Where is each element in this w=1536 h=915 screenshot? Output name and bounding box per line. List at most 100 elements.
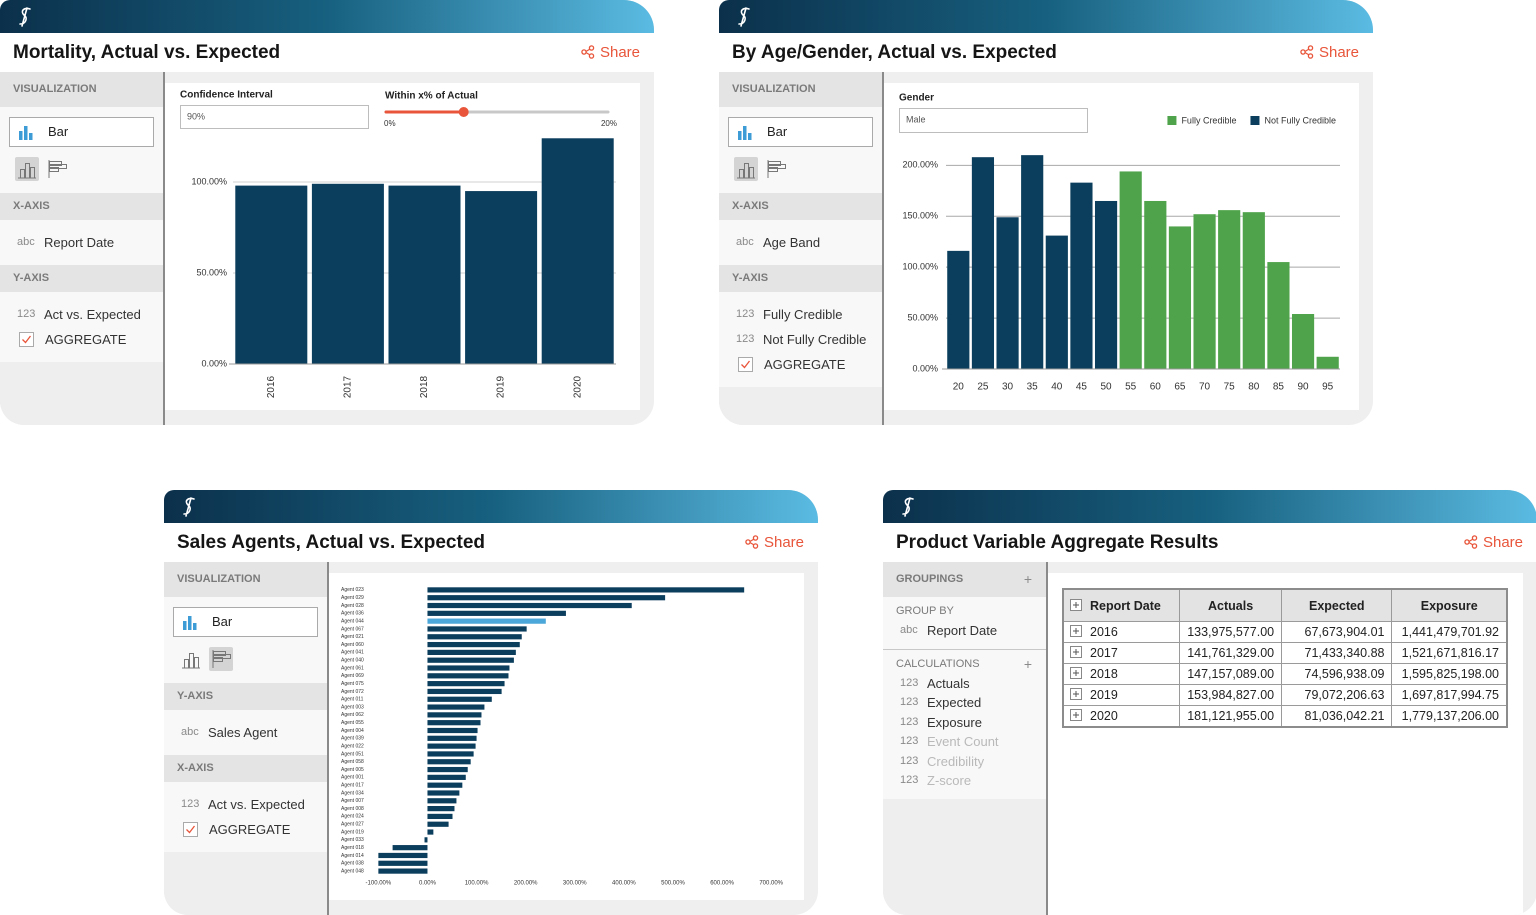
- sidebar: GROUPINGS + GROUP BY abc Report Date CALCULAT…: [883, 562, 1048, 915]
- logo: [183, 497, 195, 517]
- checkbox-box: [183, 822, 198, 837]
- table-cell: 141,761,329.00: [1179, 642, 1283, 664]
- horizontal-bar-icon[interactable]: [45, 157, 69, 181]
- y-tick-label: Agent 072: [341, 689, 364, 695]
- bar: [427, 798, 457, 804]
- table-cell: 67,673,904.01: [1281, 621, 1393, 643]
- bar: [427, 790, 460, 796]
- bar: [378, 868, 428, 874]
- icon-bar: [29, 133, 33, 140]
- icon-bar: [188, 616, 192, 630]
- share-icon: [581, 45, 595, 59]
- expand-button[interactable]: [1070, 667, 1082, 679]
- field-row: 123 Event Count: [883, 732, 1046, 752]
- expand-button[interactable]: [1070, 598, 1082, 611]
- bar: [427, 829, 434, 835]
- vertical-bar-icon[interactable]: [734, 157, 758, 181]
- section-heading: GROUPINGS +: [883, 562, 1046, 597]
- share-button[interactable]: Share: [745, 523, 804, 562]
- share-icon: [745, 535, 759, 549]
- bar: [427, 712, 482, 718]
- field-type: 123: [900, 696, 919, 708]
- chart-type-select[interactable]: Bar: [728, 117, 873, 147]
- bar: [427, 673, 509, 679]
- section-body: GROUP BY abc Report Date: [883, 597, 1046, 649]
- table-cell: 181,121,955.00: [1179, 705, 1283, 728]
- bar: [427, 766, 468, 773]
- bar-type-icon: [19, 126, 33, 140]
- section-body: 123 Act vs. Expected AGGREGATE: [0, 292, 163, 362]
- bar: [427, 657, 514, 663]
- checkbox-check: [741, 360, 751, 369]
- share-button[interactable]: Share: [1300, 33, 1359, 72]
- bar: [427, 681, 505, 687]
- y-tick-label: Agent 036: [341, 611, 364, 617]
- field-type: 123: [181, 798, 200, 810]
- cell-text: 67,673,904.01: [1304, 625, 1385, 639]
- section-heading-text: X-AXIS: [13, 200, 50, 212]
- field-type: 123: [900, 676, 919, 689]
- chart-type-select[interactable]: Bar: [173, 607, 318, 637]
- y-tick-label: Agent 040: [341, 658, 364, 664]
- checkbox[interactable]: [738, 357, 753, 372]
- y-tick-label: Agent 023: [341, 587, 364, 593]
- icon-bar: [739, 169, 744, 179]
- checkbox[interactable]: [19, 332, 34, 347]
- field-row: 123 Credibility: [883, 752, 1046, 772]
- y-tick-label: Agent 039: [341, 736, 364, 742]
- add-button[interactable]: +: [1023, 571, 1032, 587]
- x-tick-label: 500.00%: [661, 881, 685, 887]
- bar: [427, 626, 527, 632]
- table-cell: 2016: [1062, 621, 1181, 643]
- text-input[interactable]: [180, 105, 369, 129]
- share-button[interactable]: Share: [581, 33, 640, 72]
- bar: [427, 704, 485, 710]
- chart-type-select[interactable]: Bar: [9, 117, 154, 147]
- share-button[interactable]: Share: [1464, 523, 1523, 562]
- section-heading: X-AXIS: [719, 193, 882, 220]
- cell-text: 2018: [1090, 667, 1118, 681]
- y-tick-label: 100.00%: [191, 176, 227, 186]
- y-tick-label: Agent 038: [341, 861, 364, 867]
- x-tick-label: 50: [1101, 382, 1113, 393]
- icon-bar: [189, 653, 194, 669]
- expand-button[interactable]: [1070, 688, 1082, 700]
- expand-button[interactable]: [1070, 709, 1082, 721]
- bar: [427, 743, 476, 749]
- dropdown[interactable]: [899, 108, 1088, 133]
- field-name: AGGREGATE: [764, 357, 846, 372]
- expand-button[interactable]: [1070, 646, 1082, 658]
- field-row: 123 Act vs. Expected: [164, 792, 327, 817]
- horizontal-bar-icon[interactable]: [209, 647, 233, 671]
- vertical-bar-icon[interactable]: [179, 647, 203, 671]
- vertical-bar-icon[interactable]: [15, 157, 39, 181]
- bar: [427, 665, 510, 671]
- y-tick-label: Agent 062: [341, 712, 364, 718]
- panel-title: By Age/Gender, Actual vs. Expected: [732, 42, 1057, 63]
- share-dot: [588, 45, 595, 51]
- expand-plus: [1073, 691, 1079, 697]
- bar: [1316, 356, 1339, 369]
- checkbox[interactable]: [183, 822, 198, 837]
- share-text: Share: [1482, 534, 1523, 551]
- y-tick-label: Agent 019: [341, 829, 364, 835]
- expand-button[interactable]: [1070, 625, 1082, 637]
- x-tick-label: 100.00%: [465, 881, 489, 887]
- x-tick-label: 95: [1322, 382, 1334, 393]
- slider-knob[interactable]: [458, 107, 469, 117]
- y-tick-label: Agent 003: [341, 704, 364, 710]
- add-button[interactable]: +: [1023, 655, 1032, 672]
- subheading-text: CALCULATIONS: [896, 657, 980, 670]
- bar-type-icon: [738, 126, 752, 140]
- y-tick-label: Agent 017: [341, 783, 364, 789]
- cell-text: 1,521,671,816.17: [1401, 646, 1499, 660]
- field-row: AGGREGATE: [164, 817, 327, 842]
- field-type: 123: [900, 735, 919, 747]
- field-name: AGGREGATE: [209, 822, 291, 837]
- logo-glyph: [902, 497, 914, 517]
- y-tick-label: 0.00%: [201, 358, 227, 368]
- x-tick-label: 2018: [419, 375, 430, 398]
- horizontal-bar-icon[interactable]: [764, 157, 788, 181]
- y-tick-label: Agent 060: [341, 642, 364, 648]
- icon-bar: [25, 163, 30, 179]
